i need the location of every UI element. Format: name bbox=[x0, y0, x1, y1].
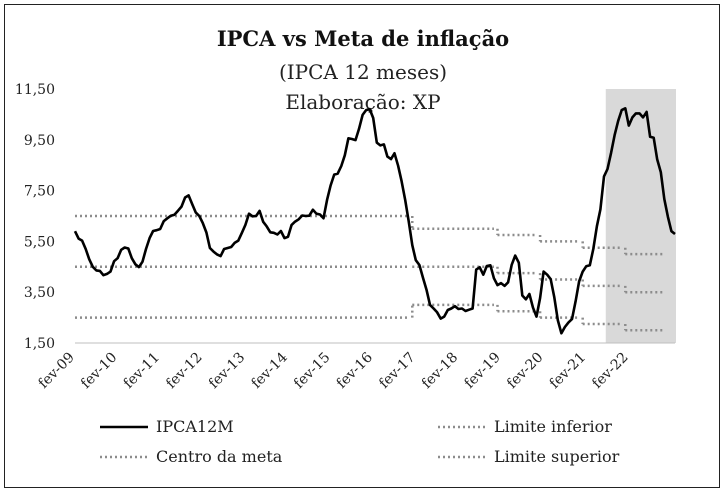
x-tick-label: fev-11 bbox=[121, 350, 163, 392]
x-tick-label: fev-13 bbox=[206, 350, 248, 392]
legend-label: IPCA12M bbox=[156, 417, 234, 436]
y-tick-label: 3,50 bbox=[24, 285, 55, 301]
x-axis: fev-09 fev-10 fev-11 fev-12 fev-13 fev-14 fev-… bbox=[35, 349, 631, 391]
legend: IPCA12M Limite inferior Centro da meta Limi… bbox=[100, 417, 620, 466]
series-layer bbox=[73, 107, 676, 335]
y-tick-label: 7,50 bbox=[24, 184, 55, 200]
shaded-region bbox=[605, 89, 676, 343]
y-tick-label: 9,50 bbox=[24, 133, 55, 149]
x-tick-label: fev-20 bbox=[504, 350, 546, 392]
x-tick-label: fev-22 bbox=[589, 350, 631, 392]
y-tick-label: 5,50 bbox=[24, 234, 55, 250]
chart-frame bbox=[4, 4, 720, 488]
y-axis: 11,50 9,50 7,50 5,50 3,50 1,50 bbox=[15, 82, 55, 352]
x-tick-label: fev-16 bbox=[334, 349, 376, 391]
x-tick-label: fev-09 bbox=[35, 350, 77, 392]
chart-title: IPCA vs Meta de inflação bbox=[217, 26, 509, 51]
legend-label: Centro da meta bbox=[156, 447, 283, 466]
legend-label: Limite inferior bbox=[494, 417, 612, 436]
x-tick-label: fev-12 bbox=[163, 350, 205, 392]
legend-label: Limite superior bbox=[494, 447, 620, 466]
chart-subtitle: (IPCA 12 meses) bbox=[279, 60, 447, 84]
x-tick-label: fev-19 bbox=[461, 350, 503, 392]
y-tick-label: 1,50 bbox=[24, 336, 55, 352]
chart-source: Elaboração: XP bbox=[285, 90, 440, 114]
ipca-line bbox=[73, 107, 676, 335]
x-tick-label: fev-14 bbox=[248, 349, 290, 391]
x-tick-label: fev-17 bbox=[376, 350, 418, 392]
x-tick-label: fev-15 bbox=[291, 350, 333, 392]
y-tick-label: 11,50 bbox=[15, 82, 55, 98]
x-tick-label: fev-10 bbox=[78, 350, 120, 392]
x-tick-label: fev-21 bbox=[547, 350, 589, 392]
x-tick-label: fev-18 bbox=[419, 350, 461, 392]
